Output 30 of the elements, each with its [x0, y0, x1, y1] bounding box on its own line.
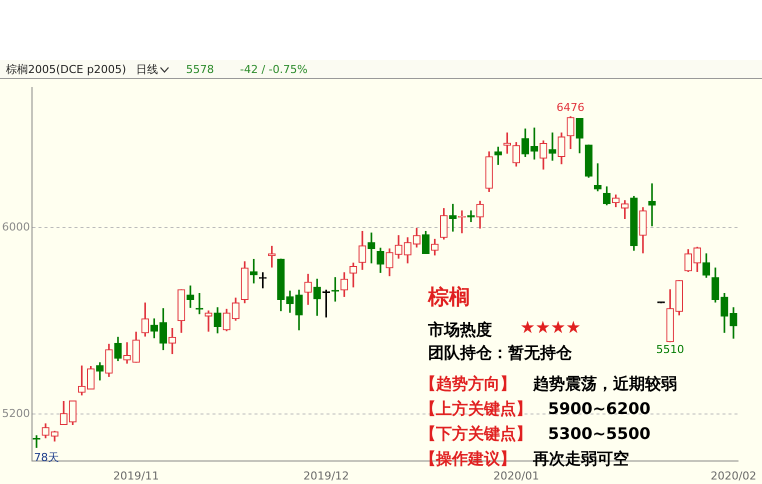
- annotation: 棕榈: [428, 285, 470, 310]
- candlestick: [204, 310, 212, 332]
- annotation: ★★★★: [520, 318, 581, 338]
- annotation: 5900~6200: [548, 399, 650, 418]
- candlestick: [368, 232, 376, 264]
- y-tick-label: 6000: [2, 220, 30, 234]
- annotation: 市场热度: [428, 320, 492, 339]
- annotation: 6476: [556, 100, 585, 114]
- annotation: 5300~5500: [548, 424, 650, 443]
- text: 5578: [186, 63, 214, 76]
- x-tick-label: 2019/11: [113, 469, 159, 482]
- text: 棕榈2005(DCE p2005): [6, 63, 126, 76]
- candlestick: [123, 342, 131, 364]
- annotation: 趋势震荡，近期较弱: [533, 374, 677, 393]
- annotation: 【下方关键点】: [420, 424, 532, 443]
- x-tick-label: 2020/02: [710, 469, 756, 482]
- annotation: 再次走弱可空: [533, 449, 629, 468]
- annotation: 团队持仓：暂无持仓: [428, 343, 572, 362]
- x-tick-label: 2020/01: [493, 469, 540, 482]
- annotation: 【操作建议】: [420, 449, 516, 468]
- annotation: 5510: [656, 343, 684, 356]
- candlestick: [548, 132, 556, 161]
- x-tick-label: 2019/12: [303, 469, 350, 482]
- text: 日线: [136, 63, 158, 76]
- text: -42 / -0.75%: [240, 63, 308, 76]
- annotation: 【趋势方向】: [420, 374, 516, 393]
- y-tick-label: 5200: [2, 407, 30, 420]
- annotation: 【上方关键点】: [420, 399, 532, 418]
- annotation: 78天: [34, 451, 59, 464]
- candlestick: [648, 183, 656, 226]
